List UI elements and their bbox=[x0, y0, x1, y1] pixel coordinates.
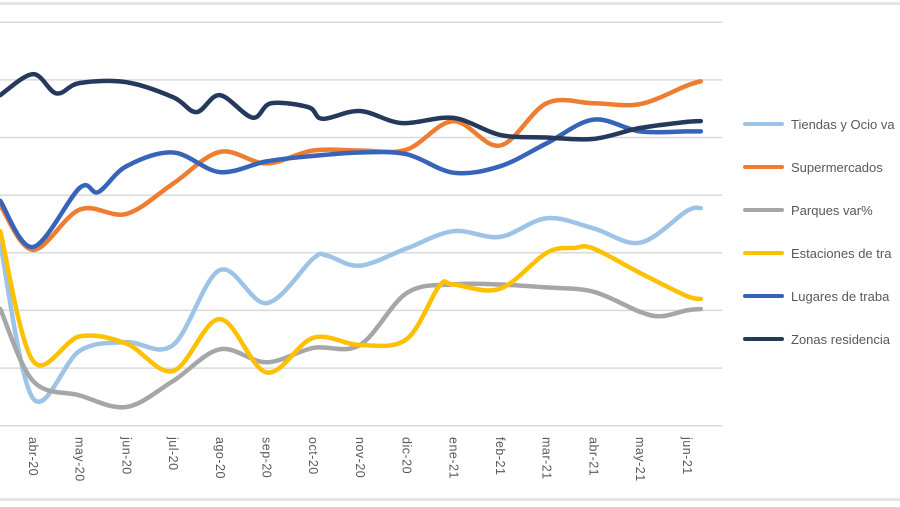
legend-line-sample bbox=[743, 165, 784, 169]
series-line-supermercados bbox=[0, 79, 704, 253]
plot-area bbox=[0, 21, 722, 427]
series-line-lugares-de-traba bbox=[0, 117, 704, 250]
bottom-border bbox=[0, 498, 900, 501]
x-axis-label: ene-21 bbox=[446, 437, 461, 479]
legend-item-label: Lugares de traba bbox=[791, 288, 890, 304]
x-axis-label: may-21 bbox=[633, 437, 648, 482]
x-axis-label: dic-20 bbox=[399, 437, 414, 475]
legend-item: Zonas residencia bbox=[743, 330, 890, 348]
top-border bbox=[0, 2, 900, 5]
legend-item: Parques var% bbox=[743, 201, 873, 219]
x-axis-label: jul-20 bbox=[166, 437, 181, 471]
legend-item: Tiendas y Ocio va bbox=[743, 115, 895, 133]
legend-item-label: Zonas residencia bbox=[791, 331, 890, 347]
legend-item: Lugares de traba bbox=[743, 287, 889, 305]
series-line-zonas-residencia bbox=[0, 71, 704, 142]
legend-line-sample bbox=[743, 337, 784, 341]
x-axis-label: abr-20 bbox=[26, 437, 40, 477]
legend-line-sample bbox=[743, 251, 784, 255]
x-axis-label: mar-21 bbox=[539, 437, 554, 480]
x-axis-label: nov-20 bbox=[352, 437, 367, 479]
legend-item-label: Tiendas y Ocio va bbox=[791, 116, 895, 132]
series-line-tiendas-y-ocio-va bbox=[0, 205, 704, 404]
x-axis-label: abr-21 bbox=[586, 437, 601, 477]
x-axis-label: may-20 bbox=[72, 437, 87, 482]
legend-line-sample bbox=[743, 294, 784, 298]
series-line-parques-var- bbox=[0, 281, 704, 410]
series-lines bbox=[0, 71, 704, 410]
x-axis-label: ago-20 bbox=[212, 437, 227, 479]
x-axis-label: jun-20 bbox=[119, 437, 134, 475]
x-axis-label: jun-21 bbox=[679, 437, 694, 475]
x-axis-label: oct-20 bbox=[306, 437, 321, 475]
legend-item-label: Supermercados bbox=[791, 159, 883, 175]
x-axis-label: feb-21 bbox=[493, 437, 507, 476]
legend-item-label: Estaciones de tra bbox=[791, 245, 892, 261]
legend-line-sample bbox=[743, 208, 784, 212]
legend: Tiendas y Ocio va Supermercados Parques va… bbox=[743, 0, 900, 507]
legend-line-sample bbox=[743, 122, 784, 126]
legend-item: Estaciones de tra bbox=[743, 244, 891, 262]
x-axis-label: sep-20 bbox=[259, 437, 274, 479]
legend-item: Supermercados bbox=[743, 158, 883, 176]
series-line-estaciones-de-tra bbox=[0, 228, 704, 375]
legend-item-label: Parques var% bbox=[791, 202, 873, 218]
